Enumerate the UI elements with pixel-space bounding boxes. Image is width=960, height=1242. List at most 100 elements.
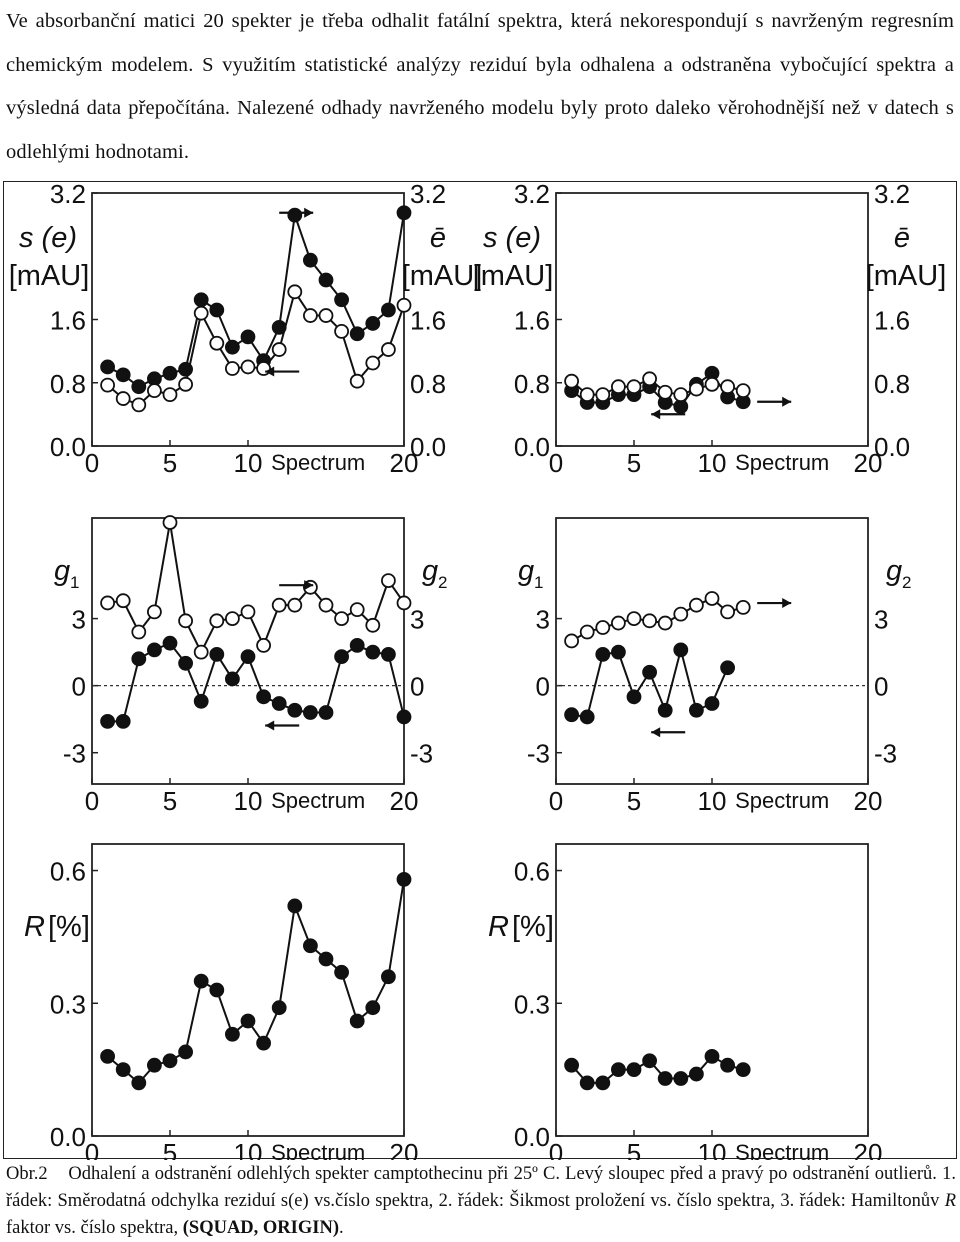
chart-r-before-series-0-point bbox=[271, 1000, 287, 1016]
chart-g-before-series-0-point bbox=[193, 693, 209, 709]
chart-se-before-ytick-right: 3.2 bbox=[410, 182, 446, 209]
chart-se-after-series-1-point bbox=[673, 387, 689, 403]
chart-se-before-series-1-point bbox=[334, 323, 350, 339]
chart-se-before-series-1-point bbox=[271, 342, 287, 357]
chart-r-before-ytick-left: 0.3 bbox=[50, 989, 86, 1019]
chart-se-before-ytick-right: 0.0 bbox=[410, 432, 446, 462]
chart-g-after-series-0-point bbox=[673, 642, 689, 658]
chart-se-after-ytick-right: 1.6 bbox=[874, 306, 910, 336]
chart-se-after-ytick-left: 1.6 bbox=[514, 306, 550, 336]
figure-caption: Obr.2 Odhalení a odstranění odlehlých sp… bbox=[6, 1161, 956, 1242]
chart-r-after-series-0-point bbox=[657, 1071, 673, 1086]
chart-r-before-series-0-point bbox=[256, 1035, 272, 1051]
chart-g-before-series-1-point bbox=[193, 644, 209, 660]
chart-g-before-series-0-point bbox=[115, 714, 131, 729]
chart-r-before-xtick: 5 bbox=[163, 1138, 177, 1160]
chart-se-after-ylabel-left: s (e) bbox=[483, 222, 541, 254]
chart-g-after-xtick: 20 bbox=[854, 786, 883, 816]
chart-se-before-series-1-point bbox=[178, 376, 194, 392]
chart-g-after-series-1-point bbox=[579, 624, 595, 640]
chart-se-before-series-0-line bbox=[107, 212, 405, 388]
chart-se-before-xtick: 5 bbox=[163, 448, 177, 478]
chart-se-after-series-1-point bbox=[720, 379, 735, 395]
chart-se-before-series-1-point bbox=[193, 305, 209, 321]
chart-g-before-series-1-point bbox=[100, 595, 115, 611]
chart-se-after-ytick-right: 0.8 bbox=[874, 369, 910, 399]
chart-g-before-series-0-point bbox=[209, 646, 225, 662]
chart-g-before-series-0-point bbox=[256, 689, 272, 705]
chart-g-after-ytick-left: 3 bbox=[536, 605, 550, 635]
chart-r-after-xlabel: Spectrum bbox=[735, 1140, 829, 1160]
chart-r-before-series-0-point bbox=[318, 951, 334, 967]
chart-se-before-series-0-point bbox=[365, 316, 381, 331]
chart-g-after-xtick: 0 bbox=[549, 786, 563, 816]
chart-g-after-ylabel-right-sub: 2 bbox=[902, 573, 911, 592]
chart-g-before-series-1-point bbox=[365, 617, 381, 633]
chart-g-after-ylabel-left-sub: 1 bbox=[534, 573, 543, 592]
chart-se-before-series-0-point bbox=[302, 252, 318, 268]
chart-g-before-series-0-point bbox=[334, 649, 350, 664]
chart-r-before-series-0-line bbox=[106, 879, 405, 1085]
chart-se-after-ytick-left: 0.0 bbox=[514, 432, 550, 462]
chart-g-before-series-1-point bbox=[162, 515, 178, 530]
caption-italic: R bbox=[944, 1191, 956, 1211]
chart-se-before-series-1-point bbox=[131, 397, 147, 413]
caption-end: . bbox=[338, 1218, 344, 1238]
chart-g-before-series-0-point bbox=[131, 651, 147, 667]
chart-g-before-xtick: 10 bbox=[234, 786, 263, 816]
chart-se-before-ylabel-right: ē bbox=[430, 222, 446, 254]
chart-se-after-series-1-point bbox=[689, 381, 704, 397]
chart-se-before-xtick: 0 bbox=[85, 448, 99, 478]
chart-g-before-series-0-point bbox=[302, 705, 318, 720]
chart-g-before-ytick-left: -3 bbox=[63, 739, 86, 769]
chart-r-after-xtick: 10 bbox=[698, 1138, 727, 1160]
chart-se-before-ylabel-left: s (e) bbox=[19, 222, 77, 254]
chart-g-after-series-0-line bbox=[571, 645, 729, 719]
chart-g-before-series-0-point bbox=[162, 635, 178, 651]
chart-g-after-series-1-line bbox=[571, 597, 744, 642]
chart-r-after-xtick: 0 bbox=[549, 1138, 563, 1160]
caption-bold: (SQUAD, ORIGIN) bbox=[182, 1218, 339, 1238]
chart-r-after-series-0-point bbox=[735, 1062, 751, 1078]
chart-g-after-series-0-point bbox=[704, 696, 720, 711]
chart-g-before-series-0-point bbox=[178, 655, 194, 671]
chart-g-before-series-1-point bbox=[115, 593, 131, 609]
chart-se-after-ytick-left: 3.2 bbox=[514, 182, 550, 209]
figure-panel: 0.0 0.0 0.8 0.8 1.6 1.6 3.2 3.2 0 5 10 20 Spectrum s … bbox=[3, 181, 957, 1160]
chart-se-after-unit-right: [mAU] bbox=[866, 260, 947, 292]
chart-r-after-unit-left: [%] bbox=[512, 911, 554, 943]
chart-r-before-xtick: 10 bbox=[234, 1138, 263, 1160]
chart-se-before-series-0-point bbox=[115, 367, 131, 383]
chart-g-before-series-0-point bbox=[146, 642, 162, 658]
chart-g-before-series-1-point bbox=[240, 604, 256, 620]
chart-r-before-series-0-point bbox=[349, 1013, 365, 1029]
chart-se-after-xtick: 10 bbox=[698, 448, 727, 478]
chart-g-before-ytick-left: 0 bbox=[72, 672, 86, 702]
chart-r-after-frame bbox=[555, 843, 869, 1137]
chart-g-after-xtick: 10 bbox=[698, 786, 727, 816]
chart-g-after-series-1-point bbox=[642, 613, 657, 629]
chart-se-before-series-1-point bbox=[115, 391, 131, 406]
chart-g-before-series-0-point bbox=[380, 646, 396, 662]
chart-g-after-series-0-arrow-head bbox=[651, 727, 661, 738]
chart-se-after-ytick-right: 3.2 bbox=[874, 182, 910, 209]
chart-se-after-series-1-point bbox=[735, 383, 751, 399]
chart-g-before-xlabel: Spectrum bbox=[271, 788, 365, 813]
chart-r-after-ytick-left: 0.3 bbox=[514, 989, 550, 1019]
chart-g-after-series-0-point bbox=[579, 709, 595, 725]
chart-g-before-series-1-arrow-head bbox=[304, 580, 314, 591]
chart-r-before-series-0-point bbox=[287, 898, 303, 914]
chart-se-after-ytick-right: 0.0 bbox=[874, 432, 910, 462]
caption-label: Obr.2 bbox=[6, 1164, 48, 1184]
chart-r-before-ylabel-left: R bbox=[24, 911, 45, 943]
chart-se-before-series-1-point bbox=[100, 377, 115, 393]
chart-r-before-ytick-left: 0.0 bbox=[50, 1122, 86, 1152]
chart-r-before-series-0-point bbox=[100, 1048, 115, 1064]
chart-se-before-series-1-point bbox=[318, 308, 334, 323]
chart-g-after-series-0-point bbox=[642, 664, 657, 680]
chart-se-before-series-1-point bbox=[240, 359, 256, 375]
chart-g-before-ylabel-left: g bbox=[54, 555, 70, 587]
chart-g-after-series-1-point bbox=[611, 615, 626, 631]
chart-se-before-series-1-point bbox=[380, 342, 396, 357]
chart-se-before-ytick-left: 0.0 bbox=[50, 432, 86, 462]
